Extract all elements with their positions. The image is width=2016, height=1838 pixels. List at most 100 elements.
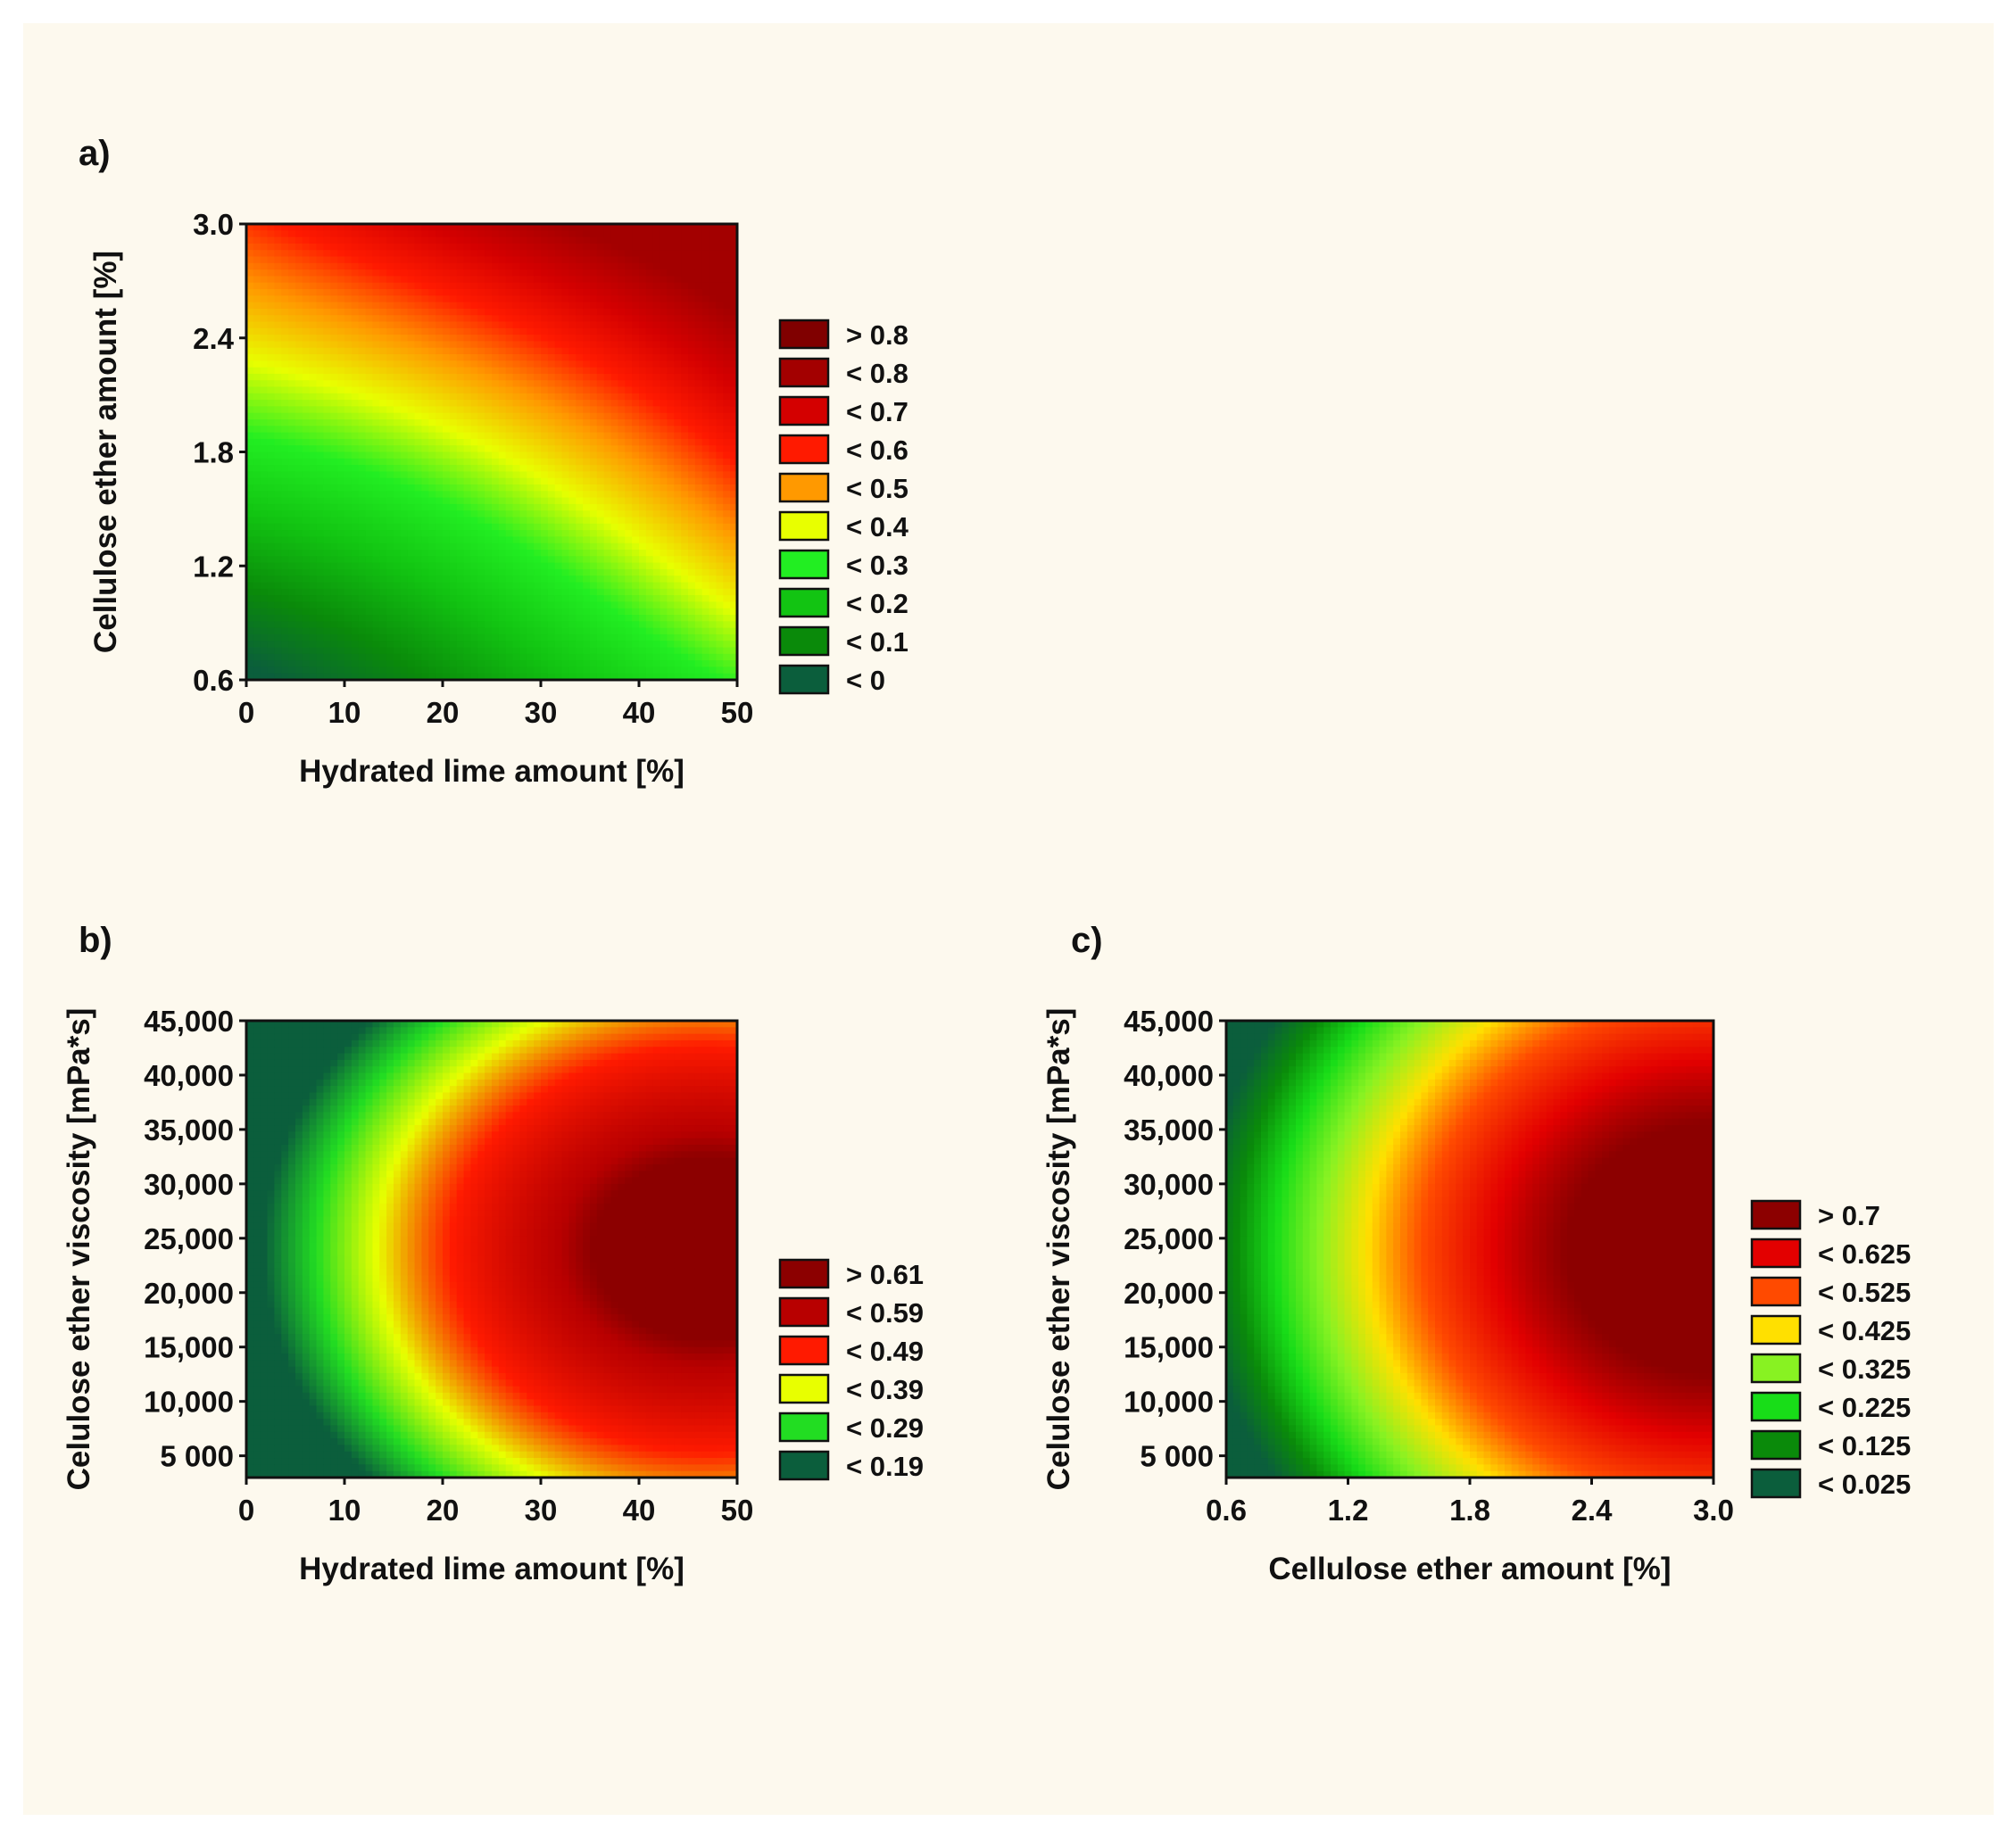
contour-cell bbox=[253, 360, 261, 368]
contour-cell bbox=[372, 438, 381, 446]
contour-cell bbox=[660, 660, 668, 668]
contour-cell bbox=[688, 615, 696, 623]
contour-cell bbox=[330, 608, 338, 616]
contour-cell bbox=[330, 530, 338, 538]
contour-cell bbox=[246, 412, 254, 420]
contour-cell bbox=[694, 465, 703, 473]
contour-cell bbox=[414, 262, 423, 270]
contour-cell bbox=[527, 380, 535, 388]
contour-cell bbox=[379, 302, 387, 310]
contour-cell bbox=[337, 491, 345, 499]
contour-cell bbox=[590, 308, 598, 316]
contour-cell bbox=[534, 367, 542, 375]
contour-cell bbox=[610, 262, 619, 270]
contour-cell bbox=[660, 510, 668, 518]
contour-cell bbox=[323, 262, 332, 270]
contour-cell bbox=[610, 282, 619, 290]
contour-cell bbox=[386, 262, 394, 270]
contour-cell bbox=[639, 510, 647, 518]
contour-cell bbox=[323, 615, 332, 623]
contour-cell bbox=[625, 601, 633, 609]
contour-cell bbox=[414, 673, 423, 680]
contour-cell bbox=[694, 393, 703, 401]
contour-cell bbox=[309, 321, 318, 329]
contour-cell bbox=[730, 536, 737, 544]
contour-cell bbox=[428, 530, 436, 538]
contour-cell bbox=[365, 335, 374, 343]
contour-cell bbox=[618, 510, 626, 518]
contour-cell bbox=[485, 302, 493, 310]
contour-cell bbox=[681, 269, 689, 277]
contour-cell bbox=[485, 373, 493, 381]
contour-cell bbox=[709, 341, 718, 349]
contour-cell bbox=[694, 432, 703, 440]
contour-cell bbox=[386, 243, 394, 251]
contour-cell bbox=[274, 354, 283, 362]
contour-cell bbox=[323, 530, 332, 538]
contour-cell bbox=[358, 595, 367, 603]
contour-cell bbox=[372, 236, 381, 244]
contour-cell bbox=[674, 530, 682, 538]
contour-cell bbox=[477, 224, 485, 232]
legend-label: < 0.4 bbox=[846, 511, 909, 542]
contour-cell bbox=[407, 327, 416, 335]
contour-cell bbox=[443, 426, 451, 434]
contour-cell bbox=[477, 660, 485, 668]
contour-cell bbox=[379, 256, 387, 264]
contour-cell bbox=[527, 556, 535, 564]
contour-cell bbox=[639, 250, 647, 258]
contour-cell bbox=[681, 647, 689, 655]
contour-cell bbox=[505, 653, 514, 661]
contour-cell bbox=[730, 542, 737, 551]
contour-cell bbox=[365, 568, 374, 576]
contour-cell bbox=[512, 536, 521, 544]
contour-cell bbox=[512, 666, 521, 675]
contour-cell bbox=[337, 354, 345, 362]
contour-cell bbox=[309, 347, 318, 355]
contour-cell bbox=[379, 615, 387, 623]
contour-cell bbox=[386, 666, 394, 675]
contour-cell bbox=[323, 400, 332, 408]
contour-cell bbox=[344, 308, 353, 316]
contour-cell bbox=[470, 393, 479, 401]
contour-cell bbox=[596, 419, 605, 427]
contour-cell bbox=[295, 536, 303, 544]
contour-cell bbox=[372, 367, 381, 375]
contour-cell bbox=[463, 484, 472, 493]
contour-cell bbox=[694, 327, 703, 335]
contour-cell bbox=[632, 484, 640, 493]
contour-cell bbox=[295, 289, 303, 297]
contour-cell bbox=[463, 595, 472, 603]
contour-cell bbox=[596, 568, 605, 576]
legend-label: < 0.7 bbox=[846, 396, 908, 427]
contour-cell bbox=[407, 621, 416, 629]
contour-cell bbox=[421, 615, 430, 623]
contour-cell bbox=[534, 608, 542, 616]
contour-cell bbox=[246, 1262, 254, 1270]
contour-cell bbox=[246, 1033, 254, 1041]
contour-cell bbox=[295, 484, 303, 493]
contour-cell bbox=[603, 380, 612, 388]
contour-cell bbox=[428, 595, 436, 603]
contour-cell bbox=[547, 647, 556, 655]
contour-cell bbox=[694, 400, 703, 408]
contour-cell bbox=[701, 542, 710, 551]
contour-cell bbox=[603, 660, 612, 668]
contour-cell bbox=[358, 386, 367, 394]
contour-cell bbox=[428, 386, 436, 394]
contour-cell bbox=[701, 556, 710, 564]
contour-cell bbox=[590, 550, 598, 558]
contour-cell bbox=[421, 419, 430, 427]
contour-cell bbox=[505, 627, 514, 635]
contour-cell bbox=[603, 256, 612, 264]
contour-cell bbox=[561, 373, 570, 381]
contour-cell bbox=[323, 419, 332, 427]
contour-cell bbox=[330, 269, 338, 277]
contour-cell bbox=[694, 458, 703, 466]
contour-cell bbox=[596, 438, 605, 446]
contour-cell bbox=[470, 465, 479, 473]
contour-cell bbox=[400, 341, 409, 349]
contour-cell bbox=[372, 289, 381, 297]
contour-cell bbox=[267, 484, 276, 493]
contour-cell bbox=[652, 262, 661, 270]
